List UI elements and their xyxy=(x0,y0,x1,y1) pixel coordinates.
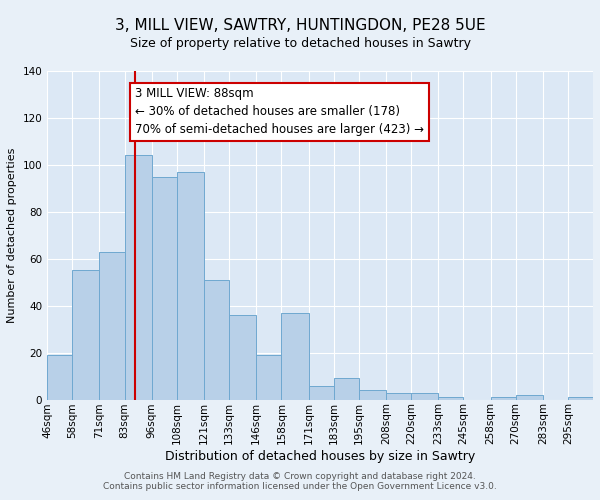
Bar xyxy=(386,392,411,400)
Bar xyxy=(256,355,281,400)
Bar xyxy=(125,156,152,400)
X-axis label: Distribution of detached houses by size in Sawtry: Distribution of detached houses by size … xyxy=(165,450,475,463)
Bar xyxy=(411,392,438,400)
Bar xyxy=(204,280,229,400)
Bar xyxy=(491,397,515,400)
Bar xyxy=(334,378,359,400)
Text: Contains HM Land Registry data © Crown copyright and database right 2024.: Contains HM Land Registry data © Crown c… xyxy=(124,472,476,481)
Bar xyxy=(438,397,463,400)
Bar xyxy=(47,355,72,400)
Bar xyxy=(359,390,386,400)
Bar xyxy=(229,315,256,400)
Bar xyxy=(100,252,125,400)
Bar xyxy=(177,172,204,400)
Bar xyxy=(515,395,543,400)
Text: 3 MILL VIEW: 88sqm
← 30% of detached houses are smaller (178)
70% of semi-detach: 3 MILL VIEW: 88sqm ← 30% of detached hou… xyxy=(135,88,424,136)
Bar xyxy=(152,176,177,400)
Bar xyxy=(308,386,334,400)
Text: 3, MILL VIEW, SAWTRY, HUNTINGDON, PE28 5UE: 3, MILL VIEW, SAWTRY, HUNTINGDON, PE28 5… xyxy=(115,18,485,32)
Text: Contains public sector information licensed under the Open Government Licence v3: Contains public sector information licen… xyxy=(103,482,497,491)
Bar xyxy=(568,397,593,400)
Bar xyxy=(281,312,308,400)
Text: Size of property relative to detached houses in Sawtry: Size of property relative to detached ho… xyxy=(130,38,470,51)
Y-axis label: Number of detached properties: Number of detached properties xyxy=(7,148,17,323)
Bar xyxy=(72,270,100,400)
